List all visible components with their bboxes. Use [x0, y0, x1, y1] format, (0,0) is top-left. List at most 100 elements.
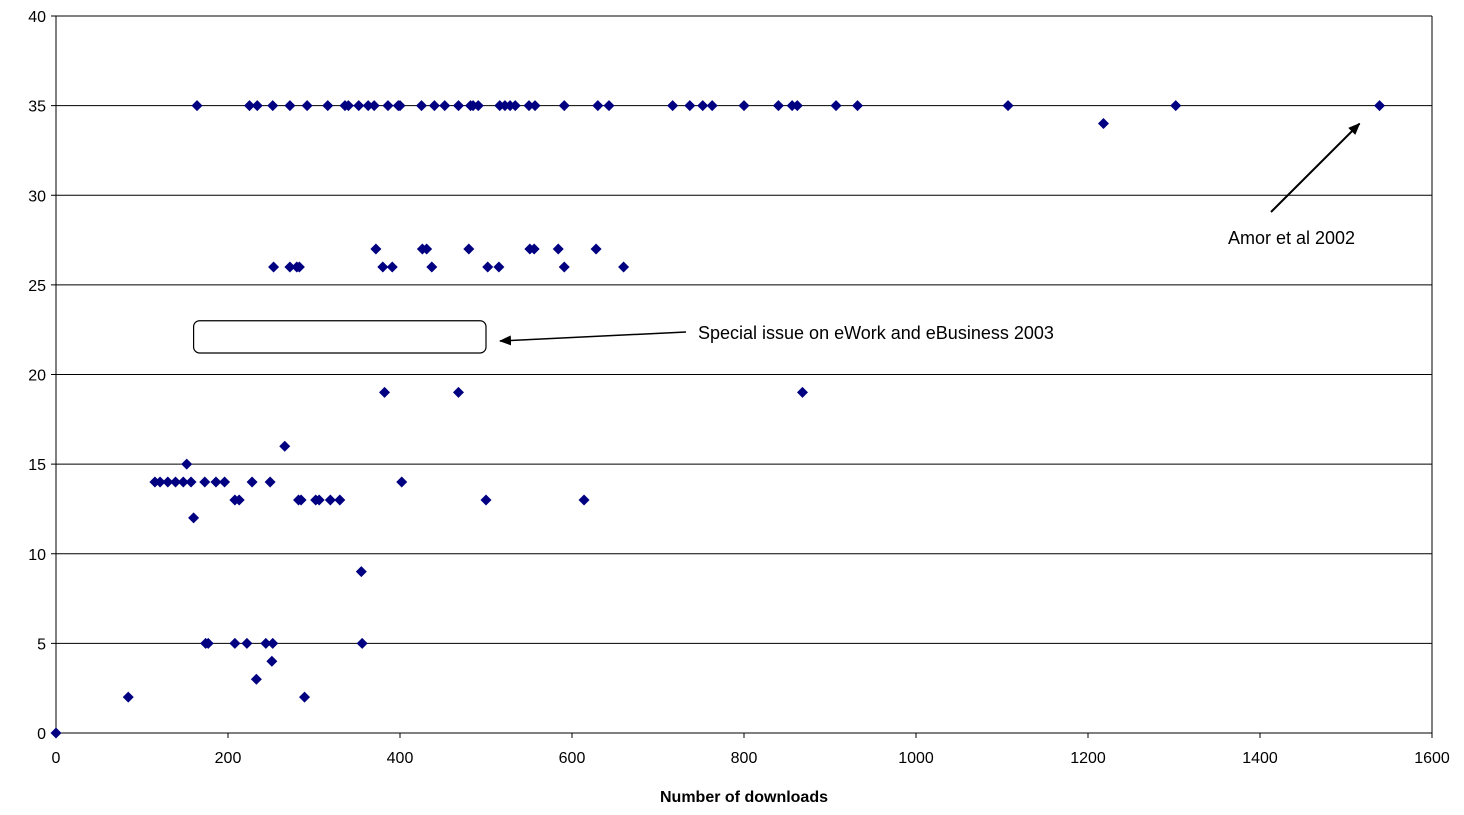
data-point	[377, 261, 389, 273]
annotation-label: Amor et al 2002	[1228, 228, 1355, 248]
data-point	[250, 673, 262, 685]
data-point	[299, 691, 311, 703]
data-point	[684, 100, 696, 112]
highlight-box	[193, 320, 487, 354]
data-point	[394, 100, 406, 112]
data-point	[370, 243, 382, 255]
data-point	[463, 243, 475, 255]
data-point	[356, 637, 368, 649]
data-point	[199, 476, 211, 488]
data-point	[552, 243, 564, 255]
data-point	[382, 100, 394, 112]
data-point	[279, 440, 291, 452]
x-tick-label: 0	[52, 750, 61, 767]
data-point	[618, 261, 630, 273]
data-point	[295, 494, 307, 506]
data-point	[324, 494, 336, 506]
x-tick-label: 1200	[1070, 750, 1106, 767]
x-tick-label: 800	[731, 750, 758, 767]
data-point	[334, 494, 346, 506]
data-point	[202, 637, 214, 649]
x-tick-label: 1400	[1242, 750, 1278, 767]
data-point	[1170, 100, 1182, 112]
annotations: Amor et al 2002 Special issue on eWork an…	[193, 122, 1361, 354]
data-point	[185, 476, 197, 488]
data-point	[386, 261, 398, 273]
data-point	[421, 243, 433, 255]
data-point	[322, 100, 334, 112]
data-point	[260, 637, 272, 649]
data-point	[170, 476, 182, 488]
data-point	[267, 100, 279, 112]
data-point	[251, 100, 263, 112]
data-point	[523, 100, 535, 112]
data-point	[603, 100, 615, 112]
x-tick-label: 600	[559, 750, 586, 767]
data-point	[428, 100, 440, 112]
data-point	[293, 261, 305, 273]
annotation-arrow	[1270, 122, 1361, 213]
data-point	[379, 386, 391, 398]
data-point	[233, 494, 245, 506]
data-point	[266, 655, 278, 667]
data-point	[509, 100, 521, 112]
y-tick-label: 10	[28, 547, 46, 564]
data-point	[268, 261, 280, 273]
y-tick-label: 5	[37, 636, 46, 653]
y-tick-label: 25	[28, 278, 46, 295]
data-point	[246, 476, 258, 488]
y-tick-label: 0	[37, 726, 46, 743]
data-point	[592, 100, 604, 112]
data-point	[301, 100, 313, 112]
data-point	[472, 100, 484, 112]
data-point	[210, 476, 222, 488]
y-tick-label: 40	[28, 9, 46, 26]
data-point	[791, 100, 803, 112]
data-point	[493, 261, 505, 273]
data-point	[852, 100, 864, 112]
data-points	[50, 100, 1386, 739]
data-point	[528, 243, 540, 255]
data-point	[219, 476, 231, 488]
data-point	[177, 476, 189, 488]
data-point	[353, 100, 365, 112]
data-point	[482, 261, 494, 273]
data-point	[154, 476, 166, 488]
data-point	[229, 637, 241, 649]
data-point	[480, 494, 492, 506]
data-point	[426, 261, 438, 273]
data-point	[697, 100, 709, 112]
data-point	[191, 100, 203, 112]
data-point	[284, 100, 296, 112]
data-point	[439, 100, 451, 112]
data-point	[1002, 100, 1014, 112]
data-point	[355, 566, 367, 578]
data-point	[772, 100, 784, 112]
data-point	[1374, 100, 1386, 112]
x-tick-label: 1000	[898, 750, 934, 767]
annotation-arrow	[499, 331, 687, 346]
data-point	[558, 100, 570, 112]
data-point	[264, 476, 276, 488]
data-point	[244, 100, 255, 112]
annotation-label: Special issue on eWork and eBusiness 200…	[698, 323, 1054, 343]
data-point	[558, 261, 570, 273]
data-point	[313, 494, 325, 506]
data-point	[342, 100, 354, 112]
data-point	[830, 100, 842, 112]
data-point	[529, 100, 541, 112]
y-tick-label: 30	[28, 188, 46, 205]
data-point	[368, 100, 380, 112]
data-point	[284, 261, 296, 273]
x-axis-title: Number of downloads	[660, 789, 828, 806]
data-point	[1097, 118, 1109, 130]
data-point	[267, 637, 279, 649]
y-tick-label: 15	[28, 457, 46, 474]
x-tick-label: 400	[387, 750, 414, 767]
data-point	[796, 386, 808, 398]
data-point	[188, 512, 200, 524]
data-point	[452, 100, 464, 112]
